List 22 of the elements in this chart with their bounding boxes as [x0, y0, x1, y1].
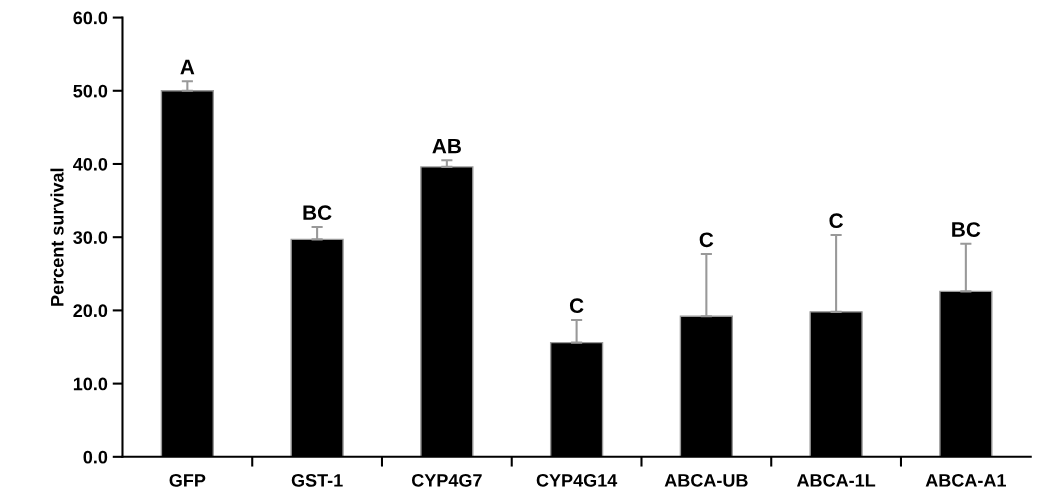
x-tick-label: GFP	[169, 473, 206, 487]
y-tick-label: 0.0	[83, 450, 108, 464]
y-tick-label: 30.0	[73, 231, 108, 244]
annotation: C	[699, 232, 714, 248]
x-tick-label: ABCA-1L	[796, 473, 876, 487]
x-tick-label: ABCA-UB	[664, 473, 748, 487]
y-tick-label: 20.0	[73, 304, 108, 318]
annotation: BC	[952, 222, 981, 237]
y-axis-title: Percent survival	[50, 168, 64, 306]
x-tick-label: GST-1	[291, 473, 343, 487]
y-tick-label: 60.0	[73, 11, 108, 25]
annotation: AB	[432, 138, 461, 154]
x-tick-label: ABCA-A1	[925, 473, 1006, 487]
x-tick-label: CYP4G7	[411, 473, 482, 487]
annotation: C	[829, 213, 844, 229]
annotation: C	[569, 298, 584, 314]
annotation: A	[180, 59, 195, 75]
y-tick-label: 40.0	[73, 157, 108, 171]
x-tick-label: CYP4G14	[536, 473, 618, 487]
y-tick-label: 50.0	[73, 84, 108, 98]
y-tick-label: 10.0	[73, 377, 108, 391]
annotation: BC	[303, 205, 332, 221]
